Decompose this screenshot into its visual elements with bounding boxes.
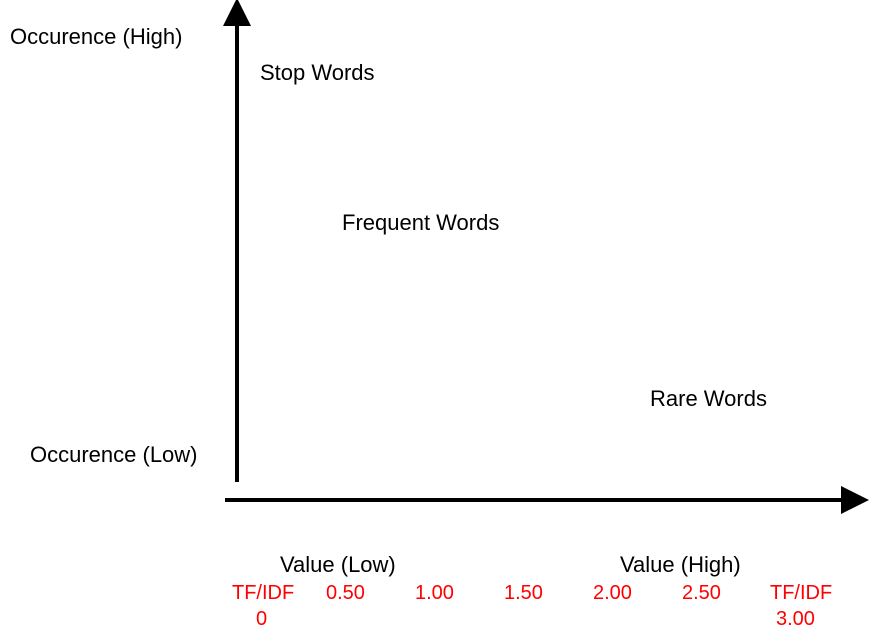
chart-stage: Occurence (High) Occurence (Low) Value (… [0,0,876,642]
tfidf-tick: 0.50 [326,582,365,605]
tfidf-left-label-line1: TF/IDF [232,582,294,605]
annotation-frequent-words: Frequent Words [342,210,499,236]
annotation-stop-words: Stop Words [260,60,375,86]
tfidf-right-label-line1: TF/IDF [770,582,832,605]
tfidf-right-label-line2: 3.00 [776,608,815,631]
x-axis-label-low: Value (Low) [280,552,396,578]
y-axis-label-low: Occurence (Low) [30,442,198,468]
annotation-rare-words: Rare Words [650,386,767,412]
axes-svg [0,0,876,642]
tfidf-tick: 2.00 [593,582,632,605]
tfidf-left-label-line2: 0 [256,608,267,631]
y-axis-label-high: Occurence (High) [10,24,182,50]
tfidf-tick: 1.00 [415,582,454,605]
tfidf-tick: 1.50 [504,582,543,605]
x-axis-label-high: Value (High) [620,552,741,578]
tfidf-tick: 2.50 [682,582,721,605]
